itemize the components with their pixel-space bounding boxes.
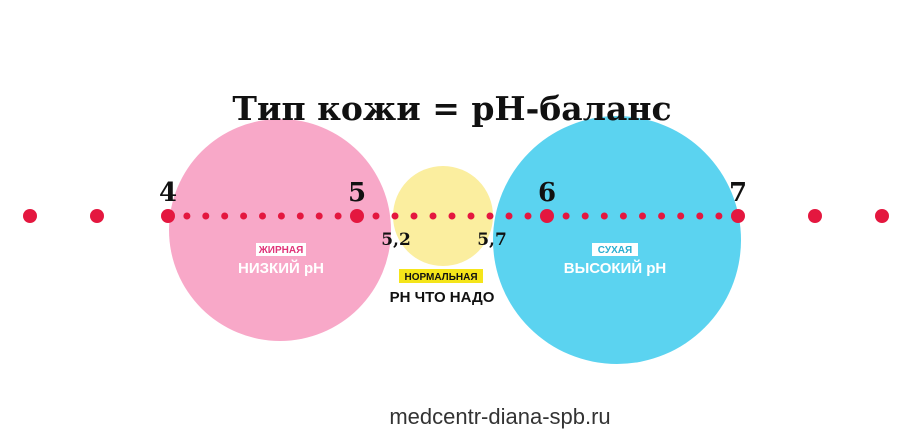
minor-dot [429, 212, 437, 220]
minor-dot [240, 212, 248, 220]
minor-dot [696, 212, 704, 220]
bound-5-2: 5,2 [381, 230, 411, 250]
minor-dot [600, 212, 608, 220]
minor-dot [448, 212, 456, 220]
page-title: Тип кожи = pH-баланс [232, 89, 671, 128]
minor-dot [221, 212, 229, 220]
minor-dot [524, 212, 532, 220]
minor-dot [715, 212, 723, 220]
outer-dot [875, 209, 889, 223]
normal-label: PH ЧТО НАДО [390, 289, 495, 306]
outer-dot [808, 209, 822, 223]
minor-dot [296, 212, 304, 220]
dry-zone-circle [493, 116, 741, 364]
normal-tag: НОРМАЛЬНАЯ [404, 272, 477, 283]
minor-dot [505, 212, 513, 220]
minor-dot [581, 212, 589, 220]
major-dot [161, 209, 175, 223]
minor-dot [183, 212, 191, 220]
minor-dot [467, 212, 475, 220]
ph-scale-dots [23, 209, 889, 223]
minor-dot [619, 212, 627, 220]
bound-5-7: 5,7 [477, 230, 507, 250]
minor-dot [259, 212, 266, 220]
minor-dot [391, 212, 399, 220]
footer-site: medcentr-diana-spb.ru [389, 404, 610, 429]
minor-dot [677, 212, 685, 220]
minor-dot [658, 212, 666, 220]
tick-5: 5 [348, 178, 366, 208]
oily-label: НИЗКИЙ pH [238, 259, 324, 277]
major-dot [350, 209, 364, 223]
minor-dot [315, 212, 323, 220]
minor-dot [334, 212, 342, 220]
minor-dot [372, 212, 380, 220]
oily-tag: ЖИРНАЯ [258, 245, 304, 256]
dry-label: ВЫСОКИЙ pH [564, 259, 667, 277]
major-dot [731, 209, 745, 223]
minor-dot [562, 212, 570, 220]
tick-7: 7 [729, 178, 747, 208]
minor-dot [277, 212, 285, 220]
major-dot [540, 209, 554, 223]
oily-zone-circle [169, 119, 391, 341]
minor-dot [202, 212, 210, 220]
dry-tag: СУХАЯ [598, 245, 632, 256]
minor-dot [639, 212, 646, 220]
outer-dot [90, 209, 104, 223]
tick-6: 6 [538, 178, 556, 208]
minor-dot [410, 212, 418, 220]
outer-dot [23, 209, 37, 223]
normal-zone-circle [393, 166, 493, 266]
minor-dot [486, 212, 494, 220]
tick-4: 4 [159, 178, 177, 208]
